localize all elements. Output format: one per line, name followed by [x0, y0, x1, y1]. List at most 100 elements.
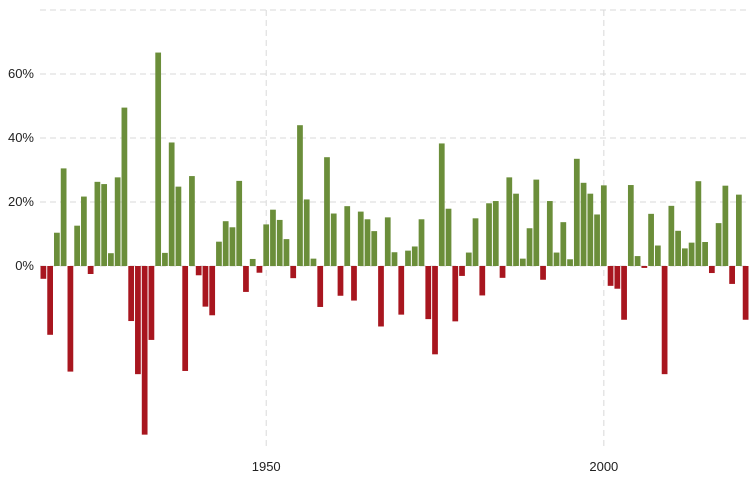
bar-1978 — [452, 266, 459, 322]
bar-1931 — [135, 266, 141, 375]
y-tick-label: 20% — [8, 194, 34, 209]
bar-2005 — [634, 256, 641, 266]
bar-2021 — [742, 266, 749, 320]
bar-1918 — [47, 266, 53, 335]
bar-1936 — [168, 142, 175, 266]
bar-1995 — [567, 259, 573, 266]
bar-1960 — [330, 213, 337, 266]
bar-1958 — [317, 266, 324, 307]
bar-1997 — [580, 182, 587, 266]
bar-1975 — [432, 266, 438, 355]
bar-2003 — [621, 266, 627, 320]
bar-1963 — [351, 266, 357, 301]
y-tick-label: 40% — [8, 130, 34, 145]
bar-1950 — [263, 224, 270, 266]
bar-1994 — [560, 222, 567, 266]
bar-1977 — [445, 208, 452, 266]
bar-1938 — [182, 266, 189, 371]
bar-1965 — [364, 219, 371, 266]
bar-1985 — [499, 266, 506, 278]
bar-1949 — [256, 266, 263, 273]
bar-1990 — [533, 179, 540, 266]
bar-2011 — [675, 230, 681, 266]
bar-1926 — [101, 184, 108, 266]
bar-1992 — [546, 201, 553, 266]
bar-1993 — [553, 252, 560, 266]
bar-1948 — [249, 258, 256, 266]
bar-1917 — [40, 266, 47, 279]
bar-2009 — [661, 266, 668, 375]
bar-1947 — [243, 266, 249, 292]
bar-2014 — [695, 181, 702, 266]
bar-1935 — [162, 252, 168, 266]
bar-1928 — [114, 177, 121, 266]
bar-2016 — [708, 266, 715, 274]
bar-1957 — [310, 258, 317, 266]
bar-1940 — [195, 266, 202, 276]
bar-1937 — [175, 186, 182, 266]
bar-1962 — [344, 206, 351, 266]
bar-1991 — [540, 266, 546, 280]
bar-2004 — [627, 185, 634, 266]
bar-1919 — [54, 232, 60, 266]
bar-1932 — [141, 266, 148, 435]
bar-1996 — [573, 158, 580, 266]
bar-1987 — [513, 193, 519, 266]
x-tick-label: 2000 — [589, 459, 618, 474]
bar-1983 — [486, 203, 492, 266]
bar-series — [40, 52, 749, 435]
bar-1924 — [87, 266, 94, 274]
bar-2018 — [722, 185, 729, 266]
bar-1955 — [297, 125, 303, 266]
bar-1934 — [155, 52, 162, 267]
bar-1961 — [337, 266, 344, 296]
bar-1920 — [60, 168, 67, 266]
bar-1980 — [465, 252, 472, 266]
bar-1933 — [148, 266, 155, 340]
bar-1930 — [128, 266, 135, 322]
bar-2008 — [654, 245, 661, 266]
bar-1988 — [519, 258, 526, 266]
bar-1989 — [526, 228, 533, 266]
bar-1998 — [587, 193, 594, 266]
bar-1943 — [216, 241, 222, 266]
bar-2000 — [600, 185, 607, 266]
bar-1971 — [405, 250, 411, 266]
bar-1953 — [283, 239, 290, 266]
bar-1952 — [276, 219, 283, 266]
bar-1946 — [236, 180, 243, 266]
bar-1927 — [108, 253, 114, 266]
bar-2017 — [715, 223, 722, 266]
bar-1970 — [398, 266, 405, 315]
bar-1972 — [411, 246, 418, 266]
y-tick-label: 0% — [15, 258, 34, 273]
bar-1999 — [594, 214, 600, 266]
bar-1967 — [378, 266, 384, 327]
y-tick-label: 60% — [8, 66, 34, 81]
x-tick-label: 1950 — [252, 459, 281, 474]
bar-2006 — [641, 266, 648, 268]
bar-1939 — [189, 176, 195, 266]
bar-1966 — [371, 231, 378, 266]
bar-1964 — [357, 211, 364, 266]
y-axis-tick-labels: 0% 20% 40% 60% — [8, 66, 34, 273]
bar-2020 — [736, 194, 742, 266]
bar-1981 — [472, 218, 479, 266]
bar-2010 — [668, 205, 675, 266]
x-axis-tick-labels: 1950 2000 — [252, 459, 619, 474]
bar-2019 — [729, 266, 735, 284]
bar-1968 — [384, 217, 391, 266]
bar-1923 — [81, 196, 87, 266]
bar-2015 — [702, 242, 708, 266]
bar-1944 — [222, 221, 229, 266]
bar-1922 — [74, 225, 81, 266]
bar-1976 — [438, 143, 445, 266]
bar-2002 — [614, 266, 621, 289]
bar-1942 — [209, 266, 216, 316]
bar-1951 — [270, 209, 276, 266]
bar-1979 — [459, 266, 465, 276]
bar-2012 — [681, 248, 688, 266]
bar-1984 — [492, 201, 499, 266]
bar-1954 — [290, 266, 297, 279]
